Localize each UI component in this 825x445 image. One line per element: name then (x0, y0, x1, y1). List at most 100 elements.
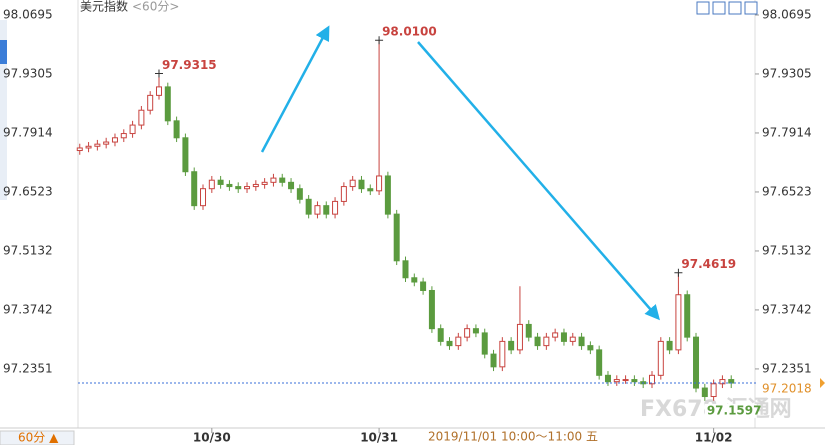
candle-body (332, 200, 339, 215)
candle-body (675, 294, 682, 351)
candle-body (384, 175, 391, 215)
last-price-box (758, 381, 820, 396)
high-label: 97.9315 (162, 58, 217, 72)
candle-body (94, 143, 101, 147)
y-tick-label-right: 97.2351 (762, 361, 812, 375)
candle-body (129, 124, 136, 135)
toolbar[interactable] (696, 1, 758, 15)
candle-body (604, 374, 611, 383)
candle-body (596, 349, 603, 376)
y-tick-label: 97.3742 (3, 302, 53, 316)
last-price-label: 97.2018 (762, 382, 812, 396)
candle-body (164, 86, 171, 122)
candle-body (631, 379, 638, 383)
candle-body (613, 379, 620, 383)
arrow (417, 41, 660, 321)
candle-body (666, 340, 673, 351)
candle-body (420, 281, 427, 291)
chart-title: 美元指数 (80, 0, 128, 14)
candle-body (147, 94, 154, 111)
chart-subtitle: <60分> (132, 0, 179, 14)
candle-body (235, 186, 242, 190)
candle-body (490, 353, 497, 368)
candle-body (534, 336, 541, 347)
y-tick-label: 98.0695 (3, 7, 53, 21)
candle-body (622, 379, 629, 382)
candle-body (411, 277, 418, 283)
x-tick-label: 10/30 (193, 431, 231, 445)
candle-body (349, 179, 356, 188)
candle-body (499, 340, 506, 368)
candle-body (208, 179, 215, 190)
candle-body (578, 336, 585, 347)
candle-body (323, 205, 330, 215)
candle-body (560, 332, 567, 342)
y-tick-label: 97.7914 (3, 125, 53, 139)
candle-body (464, 328, 471, 338)
candle-body (261, 181, 268, 185)
high-marker (154, 69, 163, 78)
candle-body (428, 289, 435, 330)
candle-body (710, 383, 717, 398)
candle-body (173, 120, 180, 139)
candle-body (552, 332, 559, 338)
tool-button[interactable] (696, 1, 710, 15)
candle-body (455, 336, 462, 347)
candle-body (103, 141, 110, 145)
candle-body (138, 109, 145, 126)
candle-body (296, 188, 303, 200)
tool-button[interactable] (728, 1, 742, 15)
candle-body (288, 181, 295, 190)
candle-body (76, 147, 83, 152)
candle-body (472, 328, 479, 334)
period-label[interactable]: 60分 ▲ (18, 431, 59, 445)
side-tabs[interactable] (0, 20, 7, 200)
candle-body (155, 86, 162, 96)
status-text: 2019/11/01 10:00～11:00 五 (428, 430, 598, 444)
candle-body (728, 379, 735, 384)
candle-body (587, 345, 594, 351)
y-tick-label: 97.9305 (3, 66, 53, 80)
candle-body (200, 188, 207, 207)
y-tick-label-right: 98.0695 (762, 7, 812, 21)
candle-body (244, 186, 251, 190)
period-button[interactable] (0, 430, 75, 445)
candle-body (279, 177, 286, 183)
candle-body (569, 336, 576, 342)
low-label-box (704, 403, 757, 418)
candle-body (226, 183, 233, 188)
y-tick-label-right: 97.7914 (762, 125, 812, 139)
candle-body (120, 133, 127, 139)
candle-body (446, 340, 453, 347)
y-tick-label-right: 97.5132 (762, 243, 812, 257)
y-tick-label-right: 97.3742 (762, 302, 812, 316)
candle-body (182, 137, 189, 173)
candle-body (719, 379, 726, 385)
tool-button[interactable] (744, 1, 758, 15)
candle-body (85, 145, 92, 149)
arrow (260, 25, 330, 153)
candle-body (376, 175, 383, 192)
candle-body (684, 294, 691, 338)
candle-body (270, 177, 277, 183)
candle-body (314, 205, 321, 215)
candle-body (525, 323, 532, 338)
y-tick-label: 97.6523 (3, 184, 53, 198)
candle-body (217, 179, 224, 185)
candle-body (437, 328, 444, 342)
tool-button[interactable] (712, 1, 726, 15)
side-tab-active[interactable] (0, 40, 7, 64)
high-marker (375, 36, 384, 45)
y-tick-label: 97.5132 (3, 243, 53, 257)
y-tick-label: 97.2351 (3, 361, 53, 375)
last-price-pointer (820, 378, 825, 389)
candle-body (543, 336, 550, 347)
candle-body (701, 387, 708, 398)
candle-body (402, 260, 409, 279)
candle-body (358, 179, 365, 190)
x-tick-label: 11/02 (695, 431, 733, 445)
candle-body (393, 213, 400, 262)
candle-body (508, 340, 515, 351)
